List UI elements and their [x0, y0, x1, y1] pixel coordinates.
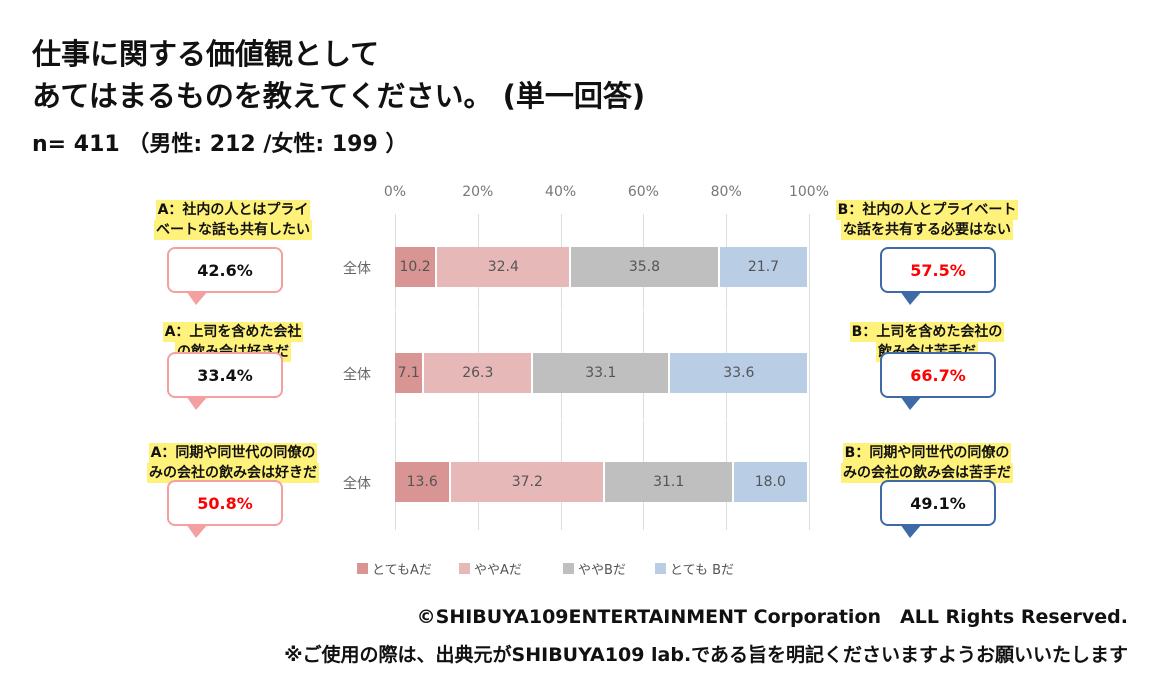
legend-item: とても Bだ — [655, 559, 734, 578]
bar-segment: 18.0 — [734, 462, 809, 502]
legend-item: ややBだ — [563, 559, 626, 578]
option-b-callout: 49.1% — [880, 480, 996, 526]
option-b-label: B：同期や同世代の同僚の みの会社の飲み会は苦手だ — [812, 443, 1042, 483]
option-b-callout: 57.5% — [880, 247, 996, 293]
option-a-label: A：同期や同世代の同僚の みの会社の飲み会は好きだ — [128, 443, 338, 483]
bar-segment: 13.6 — [395, 462, 452, 502]
option-a-callout: 42.6% — [167, 247, 283, 293]
option-a-callout: 50.8% — [167, 480, 283, 526]
legend-swatch — [655, 563, 666, 574]
x-tick-label: 60% — [627, 184, 659, 200]
legend-swatch — [357, 563, 368, 574]
row-separator — [395, 420, 809, 421]
option-a-label: A：社内の人とはプライ ベートな話も共有したい — [128, 200, 338, 240]
row-label: 全体 — [343, 367, 371, 383]
legend-swatch — [459, 563, 470, 574]
x-tick-label: 20% — [462, 184, 494, 200]
bar-segment: 32.4 — [437, 247, 572, 287]
title-line-1: 仕事に関する価値観として — [32, 37, 380, 71]
callout-tail — [186, 524, 208, 538]
bar-segment: 10.2 — [395, 247, 438, 287]
legend-swatch — [563, 563, 574, 574]
x-tick-label: 80% — [710, 184, 742, 200]
bar-segment: 33.1 — [533, 353, 671, 393]
title-line-2: あてはまるものを教えてください。 (単一回答) — [32, 79, 646, 113]
label-line: B：上司を含めた会社の — [849, 322, 1005, 342]
legend-item: ややAだ — [459, 559, 522, 578]
copyright: ©SHIBUYA109ENTERTAINMENT Corporation ALL… — [416, 606, 1128, 628]
callout-tail — [900, 524, 922, 538]
gridline — [809, 214, 810, 530]
bar-segment: 31.1 — [605, 462, 735, 502]
option-b-callout: 66.7% — [880, 352, 996, 398]
label-line: みの会社の飲み会は苦手だ — [841, 463, 1013, 483]
legend-item: とてもAだ — [357, 559, 432, 578]
callout-tail — [186, 291, 208, 305]
label-line: ベートな話も共有したい — [154, 220, 312, 240]
row-label: 全体 — [343, 476, 371, 492]
option-b-label: B：社内の人とプライベート な話を共有する必要はない — [812, 200, 1042, 240]
label-line: A：同期や同世代の同僚の — [148, 443, 318, 463]
bar-segment: 7.1 — [395, 353, 425, 393]
bar-segment: 21.7 — [719, 247, 810, 287]
label-line: B：社内の人とプライベート — [835, 200, 1019, 220]
label-line: A：社内の人とはプライ — [155, 200, 311, 220]
label-line: な話を共有する必要はない — [841, 220, 1013, 240]
legend-label: ややAだ — [474, 563, 522, 578]
usage-note: ※ご使用の際は、出典元がSHIBUYA109 lab.である旨を明記くださいます… — [284, 644, 1128, 666]
row-separator — [395, 310, 809, 311]
bar-segment: 37.2 — [451, 462, 606, 502]
label-line: A：上司を含めた会社 — [162, 322, 304, 342]
legend-label: とてもAだ — [372, 563, 432, 578]
x-tick-label: 40% — [545, 184, 577, 200]
bar-segment: 35.8 — [571, 247, 720, 287]
legend-label: とても Bだ — [670, 563, 735, 578]
option-a-callout: 33.4% — [167, 352, 283, 398]
x-tick-label: 100% — [788, 184, 830, 200]
x-tick-label: 0% — [383, 184, 407, 200]
row-label: 全体 — [343, 261, 371, 277]
bar-segment: 26.3 — [424, 353, 534, 393]
sample-size: n= 411 （男性: 212 /女性: 199 ） — [32, 132, 408, 157]
label-line: B：同期や同世代の同僚の — [842, 443, 1012, 463]
callout-tail — [900, 396, 922, 410]
bar-segment: 33.6 — [670, 353, 810, 393]
legend-label: ややBだ — [578, 563, 626, 578]
callout-tail — [186, 396, 208, 410]
callout-tail — [900, 291, 922, 305]
label-line: みの会社の飲み会は好きだ — [147, 463, 319, 483]
